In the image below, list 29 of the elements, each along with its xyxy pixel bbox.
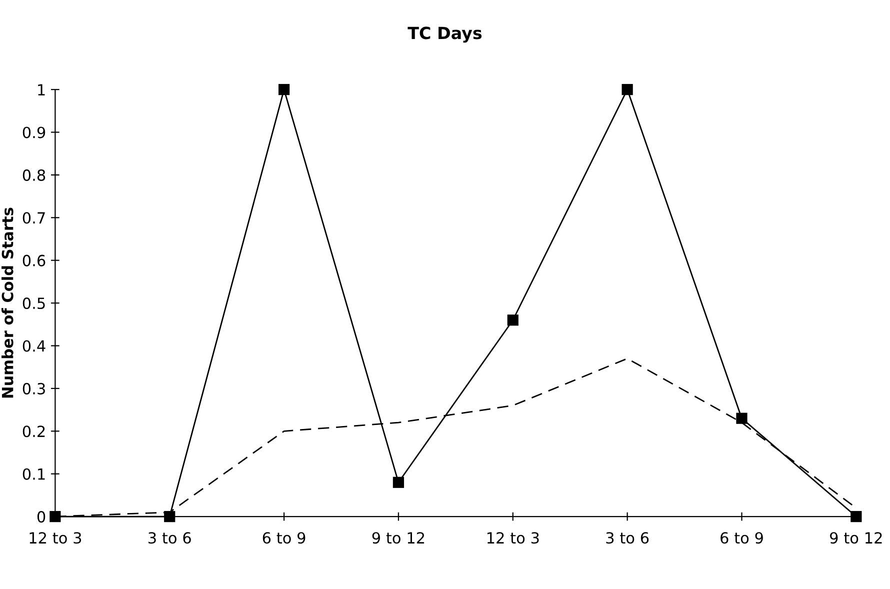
- x-tick-label: 6 to 9: [720, 532, 763, 544]
- chart-title: TC Days: [408, 26, 482, 43]
- point: [622, 84, 633, 96]
- point: [507, 314, 518, 326]
- y-tick-label: 0.7: [22, 212, 45, 224]
- y-tick-label: 0.1: [22, 468, 45, 480]
- x-tick-label: 12 to 3: [30, 532, 82, 544]
- y-tick-label: 0.2: [22, 426, 45, 438]
- y-tick-label: 0: [37, 511, 46, 523]
- y-tick-label: 0.5: [22, 298, 45, 310]
- point: [278, 84, 290, 96]
- y-tick-label: 0.8: [22, 169, 46, 181]
- y-tick-label: 0.3: [22, 382, 45, 394]
- y-tick-label: 1: [38, 84, 45, 96]
- x-tick-label: 9 to 12: [830, 532, 882, 544]
- point: [50, 510, 61, 522]
- x-tick-label: 12 to 3: [487, 532, 539, 544]
- y-axis-title: Number of Cold Starts: [2, 208, 14, 398]
- y-tick-label: 0.4: [22, 340, 46, 352]
- x-tick-label: 3 to 6: [606, 532, 649, 544]
- y-tick-label: 0.6: [22, 254, 46, 266]
- point: [736, 412, 748, 424]
- point: [850, 510, 862, 522]
- point: [164, 510, 176, 522]
- point: [392, 476, 404, 488]
- x-tick-label: 9 to 12: [372, 532, 424, 544]
- y-tick-label: 0.9: [22, 126, 46, 138]
- x-tick-label: 3 to 6: [148, 532, 191, 544]
- x-tick-label: 6 to 9: [262, 532, 306, 544]
